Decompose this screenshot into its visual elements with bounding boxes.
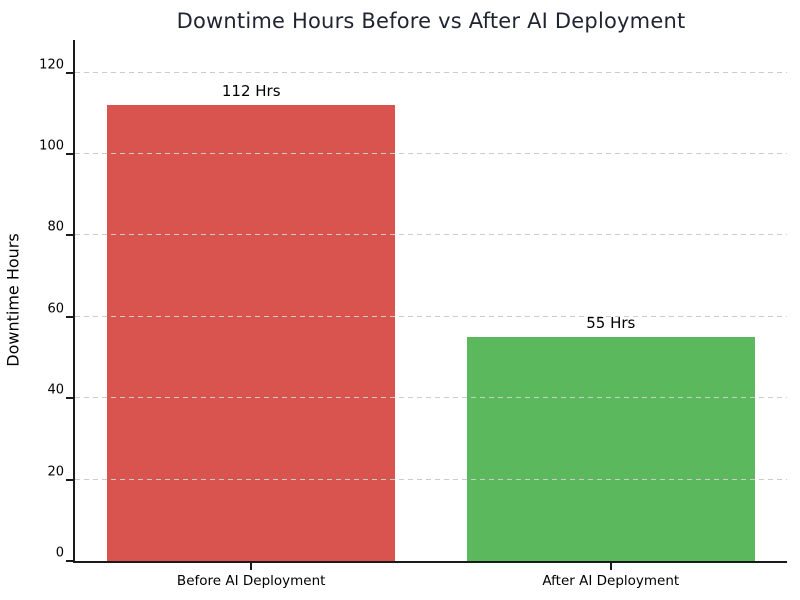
y-tick-label-100: 100 (39, 138, 64, 154)
bar-before-ai-deployment (107, 105, 396, 561)
bar-value-label-after-ai-deployment: 55 Hrs (586, 314, 636, 333)
y-tick-mark-20 (66, 478, 73, 481)
bar-value-label-before-ai-deployment: 112 Hrs (221, 82, 281, 101)
x-tick-label-before-ai-deployment: Before AI Deployment (176, 573, 326, 589)
gridline-y-80 (75, 234, 787, 236)
x-tick-mark-before-ai-deployment (250, 563, 253, 570)
y-axis-spine (73, 40, 75, 563)
y-tick-label-0: 0 (55, 545, 64, 561)
gridline-y-100 (75, 152, 787, 154)
x-tick-label-after-ai-deployment: After AI Deployment (542, 573, 680, 589)
bar-after-ai-deployment (466, 337, 755, 561)
gridline-y-60 (75, 315, 787, 317)
y-tick-mark-60 (66, 315, 73, 318)
y-tick-label-120: 120 (39, 57, 64, 73)
y-axis-title-text: Downtime Hours (3, 233, 23, 367)
y-tick-mark-100 (66, 152, 73, 155)
chart-title: Downtime Hours Before vs After AI Deploy… (176, 9, 686, 33)
y-tick-mark-80 (66, 234, 73, 237)
x-tick-mark-after-ai-deployment (609, 563, 612, 570)
plot-area: 0 20 40 60 80 100 120 112 Hrs Before AI Deployme… (39, 40, 787, 589)
gridline-y-120 (75, 71, 787, 73)
gridline-y-20 (75, 478, 787, 480)
gridline-y-40 (75, 397, 787, 399)
y-tick-label-20: 20 (47, 464, 64, 480)
y-tick-mark-0 (66, 560, 73, 562)
y-tick-mark-120 (66, 71, 73, 74)
x-axis-spine (73, 561, 787, 563)
y-tick-label-40: 40 (47, 382, 64, 398)
y-tick-label-80: 80 (47, 219, 64, 235)
y-tick-label-60: 60 (47, 301, 64, 317)
y-tick-mark-40 (66, 397, 73, 400)
